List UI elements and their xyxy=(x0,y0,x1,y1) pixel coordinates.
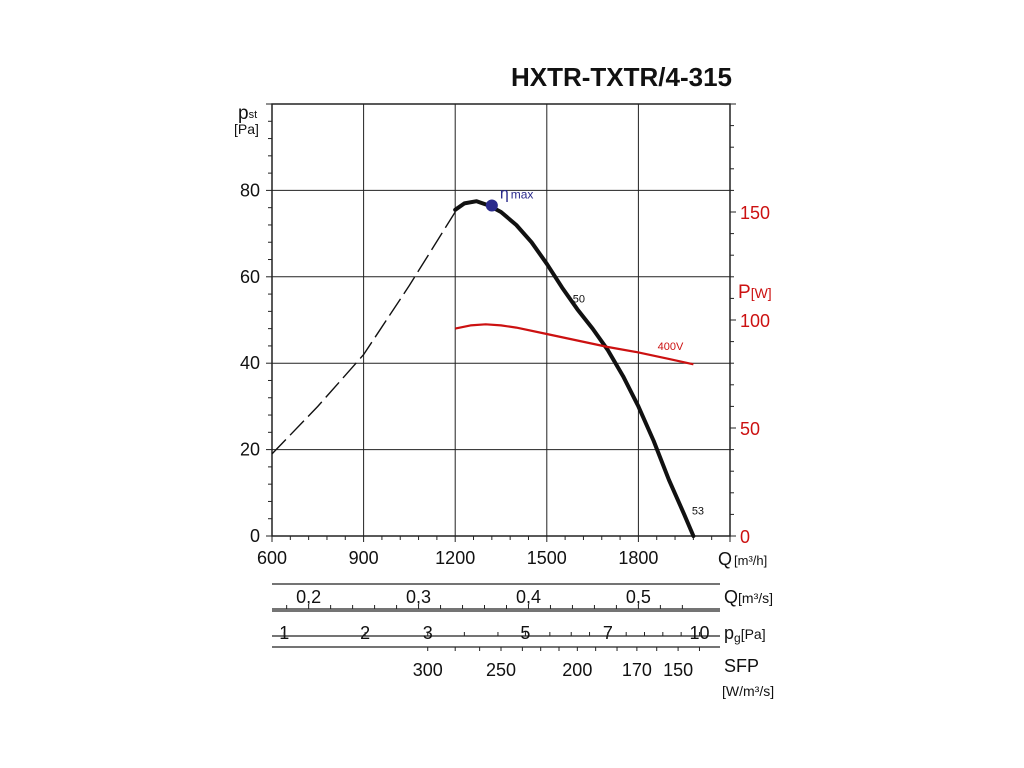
eta-max-label: η max xyxy=(500,186,534,203)
y-left-axis-label: pst xyxy=(238,103,257,124)
curve-point-label: 50 xyxy=(573,294,585,306)
secondary-scale-unit: [W/m³/s] xyxy=(722,683,774,699)
pressure-curve-dashed xyxy=(271,211,456,455)
y-left-tick-label: 40 xyxy=(240,353,260,373)
secondary-tick-label: 0,4 xyxy=(516,587,541,607)
secondary-tick-label: 150 xyxy=(663,660,693,680)
y-left-tick-label: 80 xyxy=(240,180,260,200)
y-left-tick-label: 20 xyxy=(240,440,260,460)
secondary-tick-label: 200 xyxy=(562,660,592,680)
x-tick-label: 1200 xyxy=(435,548,475,568)
y-left-axis-unit: [Pa] xyxy=(234,121,259,137)
x-axis-label-unit: [m³/h] xyxy=(734,553,767,568)
y-right-axis-label-unit: [W] xyxy=(751,285,772,301)
secondary-scale-label-sub: g xyxy=(734,631,741,645)
secondary-scale-label: Q[m³/s] xyxy=(724,587,773,607)
y-right-tick-label: 50 xyxy=(740,419,760,439)
secondary-tick-label: 170 xyxy=(622,660,652,680)
y-right-axis-label: P[W] xyxy=(738,282,772,303)
plot-frame xyxy=(271,103,731,537)
y-right-axis-label-main: P xyxy=(738,282,751,303)
power-curve-label: 400V xyxy=(658,341,684,353)
secondary-tick-label: 0,5 xyxy=(626,587,651,607)
secondary-tick-label: 0,3 xyxy=(406,587,431,607)
secondary-scale-label-main: SFP xyxy=(724,656,759,676)
x-tick-label: 1800 xyxy=(618,548,658,568)
y-left-tick-label: 0 xyxy=(250,526,260,546)
secondary-scale-unit: [m³/s] xyxy=(738,590,773,606)
y-left-axis-label-main: p xyxy=(238,103,249,124)
x-tick-label: 900 xyxy=(349,548,379,568)
y-left-axis-label-sub: st xyxy=(249,109,258,121)
secondary-scale-label-main: Q xyxy=(724,587,738,607)
pressure-curve xyxy=(453,199,696,538)
x-axis-label: Q [m³/h] xyxy=(718,549,767,569)
eta-max-marker xyxy=(485,199,498,212)
power-curve xyxy=(454,323,694,366)
eta-max-label-sub: max xyxy=(511,188,534,202)
curve-point-label: 53 xyxy=(692,505,704,517)
secondary-scale-label: SFP xyxy=(724,656,759,676)
x-tick-label: 1500 xyxy=(527,548,567,568)
secondary-tick-label: 250 xyxy=(486,660,516,680)
y-right-tick-label: 0 xyxy=(740,527,750,547)
x-tick-label: 600 xyxy=(257,548,287,568)
chart-title: HXTR-TXTR/4-315 xyxy=(511,62,732,92)
eta-max-label-main: η xyxy=(500,186,509,203)
x-axis-label-main: Q xyxy=(718,549,732,569)
y-left-tick-label: 60 xyxy=(240,267,260,287)
secondary-tick-label: 0,2 xyxy=(296,587,321,607)
y-right-tick-label: 150 xyxy=(740,203,770,223)
secondary-scale-label: pg[Pa] xyxy=(724,623,766,645)
secondary-scale-label-main: p xyxy=(724,623,734,643)
secondary-tick-label: 300 xyxy=(413,660,443,680)
y-right-tick-label: 100 xyxy=(740,311,770,331)
secondary-scale-unit: [Pa] xyxy=(741,626,766,642)
